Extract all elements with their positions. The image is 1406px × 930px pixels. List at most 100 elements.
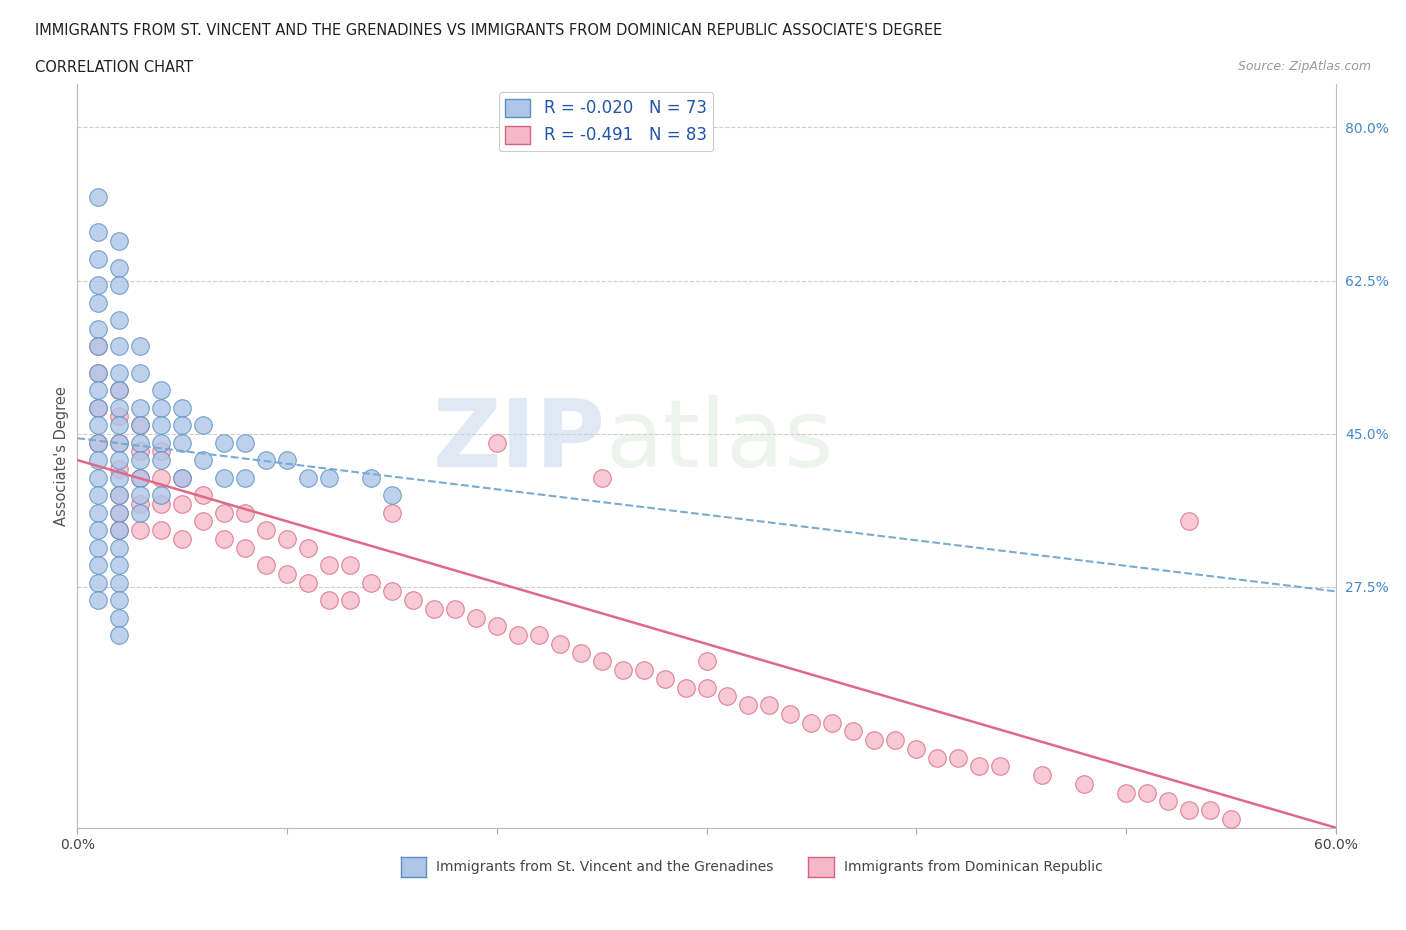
Point bbox=[276, 453, 298, 468]
Point bbox=[212, 435, 235, 450]
Point bbox=[297, 471, 319, 485]
Point bbox=[129, 418, 152, 432]
Point bbox=[464, 610, 486, 625]
Point bbox=[276, 531, 298, 546]
Point bbox=[108, 575, 131, 590]
Point bbox=[108, 505, 131, 520]
Point bbox=[696, 654, 718, 669]
Point bbox=[842, 724, 865, 738]
Point bbox=[150, 487, 173, 502]
Point bbox=[150, 400, 173, 415]
Text: Immigrants from St. Vincent and the Grenadines: Immigrants from St. Vincent and the Gren… bbox=[436, 859, 773, 874]
Point bbox=[1157, 794, 1180, 809]
Point bbox=[150, 497, 173, 512]
Point bbox=[129, 471, 152, 485]
Point bbox=[87, 190, 110, 205]
Point bbox=[150, 382, 173, 397]
Point bbox=[108, 461, 131, 476]
Point bbox=[129, 523, 152, 538]
Point bbox=[87, 453, 110, 468]
Point bbox=[87, 487, 110, 502]
Point bbox=[87, 418, 110, 432]
Point bbox=[129, 487, 152, 502]
Point bbox=[87, 400, 110, 415]
Point bbox=[927, 751, 949, 765]
Point bbox=[129, 471, 152, 485]
Point bbox=[967, 759, 990, 774]
Point bbox=[108, 382, 131, 397]
Point bbox=[527, 628, 550, 643]
Point bbox=[108, 365, 131, 380]
Point bbox=[129, 339, 152, 353]
Point bbox=[905, 741, 928, 756]
Point bbox=[87, 505, 110, 520]
Point bbox=[87, 435, 110, 450]
Point bbox=[191, 487, 215, 502]
Point bbox=[150, 523, 173, 538]
Point bbox=[172, 435, 194, 450]
Point bbox=[129, 365, 152, 380]
Point bbox=[108, 540, 131, 555]
Point bbox=[1178, 803, 1201, 817]
Point bbox=[360, 575, 382, 590]
Text: Source: ZipAtlas.com: Source: ZipAtlas.com bbox=[1237, 60, 1371, 73]
Point bbox=[339, 592, 361, 607]
Point bbox=[276, 566, 298, 581]
Point bbox=[948, 751, 970, 765]
Point bbox=[254, 453, 277, 468]
Point bbox=[548, 636, 571, 651]
Point bbox=[1199, 803, 1222, 817]
Point bbox=[569, 645, 592, 660]
Point bbox=[108, 435, 131, 450]
Y-axis label: Associate's Degree: Associate's Degree bbox=[53, 386, 69, 525]
Point bbox=[150, 453, 173, 468]
Point bbox=[108, 487, 131, 502]
Point bbox=[191, 514, 215, 529]
Point bbox=[1219, 812, 1241, 827]
Point bbox=[108, 487, 131, 502]
Point bbox=[108, 505, 131, 520]
Point bbox=[87, 339, 110, 353]
Point bbox=[633, 663, 655, 678]
Point bbox=[381, 505, 404, 520]
Point bbox=[87, 225, 110, 240]
Text: CORRELATION CHART: CORRELATION CHART bbox=[35, 60, 193, 75]
Point bbox=[108, 409, 131, 424]
Point bbox=[172, 497, 194, 512]
Point bbox=[696, 680, 718, 695]
Point bbox=[444, 602, 467, 617]
Point bbox=[297, 575, 319, 590]
Text: Immigrants from Dominican Republic: Immigrants from Dominican Republic bbox=[844, 859, 1102, 874]
Point bbox=[318, 471, 340, 485]
Point bbox=[108, 592, 131, 607]
Point bbox=[172, 471, 194, 485]
Point bbox=[108, 312, 131, 327]
Point bbox=[108, 523, 131, 538]
Point bbox=[150, 435, 173, 450]
Point bbox=[129, 453, 152, 468]
Point bbox=[108, 453, 131, 468]
Point bbox=[129, 435, 152, 450]
Point bbox=[191, 418, 215, 432]
Point bbox=[108, 233, 131, 248]
Point bbox=[884, 733, 907, 748]
Text: ZIP: ZIP bbox=[433, 395, 606, 486]
Point bbox=[87, 382, 110, 397]
Point bbox=[1115, 785, 1137, 800]
Point bbox=[233, 471, 256, 485]
Point bbox=[254, 558, 277, 573]
Legend: R = -0.020   N = 73, R = -0.491   N = 83: R = -0.020 N = 73, R = -0.491 N = 83 bbox=[499, 92, 713, 151]
Point bbox=[87, 251, 110, 266]
Point bbox=[108, 339, 131, 353]
Point bbox=[129, 400, 152, 415]
Point bbox=[758, 698, 780, 712]
Point bbox=[108, 471, 131, 485]
Point bbox=[675, 680, 697, 695]
Point bbox=[87, 575, 110, 590]
Point bbox=[108, 523, 131, 538]
Point bbox=[108, 628, 131, 643]
Point bbox=[233, 505, 256, 520]
Point bbox=[402, 592, 425, 607]
Point bbox=[612, 663, 634, 678]
Point bbox=[87, 339, 110, 353]
